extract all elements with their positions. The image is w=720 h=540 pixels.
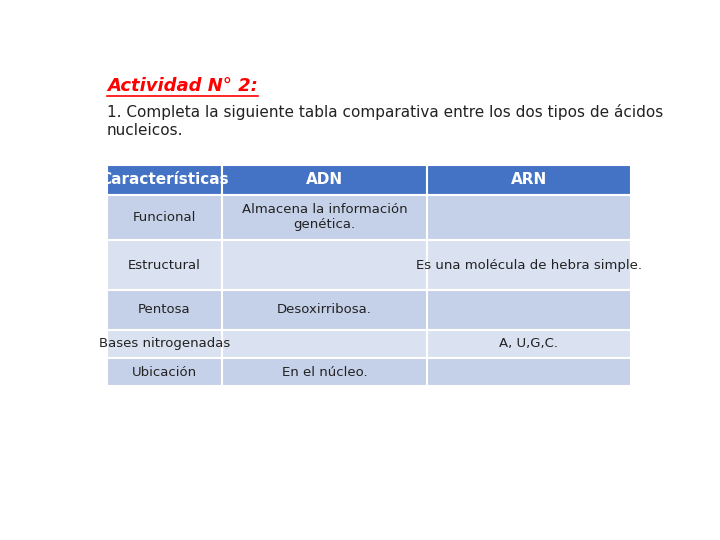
Text: Funcional: Funcional <box>132 211 196 224</box>
FancyBboxPatch shape <box>222 165 427 194</box>
Text: Actividad N° 2:: Actividad N° 2: <box>107 77 258 95</box>
Text: Almacena la información
genética.: Almacena la información genética. <box>242 204 408 232</box>
FancyBboxPatch shape <box>222 358 427 386</box>
Text: Estructural: Estructural <box>128 259 201 272</box>
FancyBboxPatch shape <box>427 290 631 329</box>
Text: Desoxirribosa.: Desoxirribosa. <box>277 303 372 316</box>
FancyBboxPatch shape <box>222 240 427 290</box>
Text: Bases nitrogenadas: Bases nitrogenadas <box>99 338 230 350</box>
FancyBboxPatch shape <box>107 240 222 290</box>
Text: En el núcleo.: En el núcleo. <box>282 366 367 379</box>
FancyBboxPatch shape <box>107 290 222 329</box>
FancyBboxPatch shape <box>222 290 427 329</box>
FancyBboxPatch shape <box>107 329 222 358</box>
Text: A, U,G,C.: A, U,G,C. <box>500 338 559 350</box>
FancyBboxPatch shape <box>427 240 631 290</box>
FancyBboxPatch shape <box>427 194 631 240</box>
Text: ADN: ADN <box>306 172 343 187</box>
Text: Características: Características <box>100 172 229 187</box>
FancyBboxPatch shape <box>107 194 222 240</box>
FancyBboxPatch shape <box>427 358 631 386</box>
Text: Pentosa: Pentosa <box>138 303 191 316</box>
FancyBboxPatch shape <box>107 358 222 386</box>
FancyBboxPatch shape <box>222 329 427 358</box>
Text: ARN: ARN <box>511 172 547 187</box>
Text: Ubicación: Ubicación <box>132 366 197 379</box>
Text: Es una molécula de hebra simple.: Es una molécula de hebra simple. <box>416 259 642 272</box>
FancyBboxPatch shape <box>427 329 631 358</box>
FancyBboxPatch shape <box>107 165 222 194</box>
FancyBboxPatch shape <box>427 165 631 194</box>
FancyBboxPatch shape <box>222 194 427 240</box>
Text: 1. Completa la siguiente tabla comparativa entre los dos tipos de ácidos
nucleic: 1. Completa la siguiente tabla comparati… <box>107 104 663 138</box>
